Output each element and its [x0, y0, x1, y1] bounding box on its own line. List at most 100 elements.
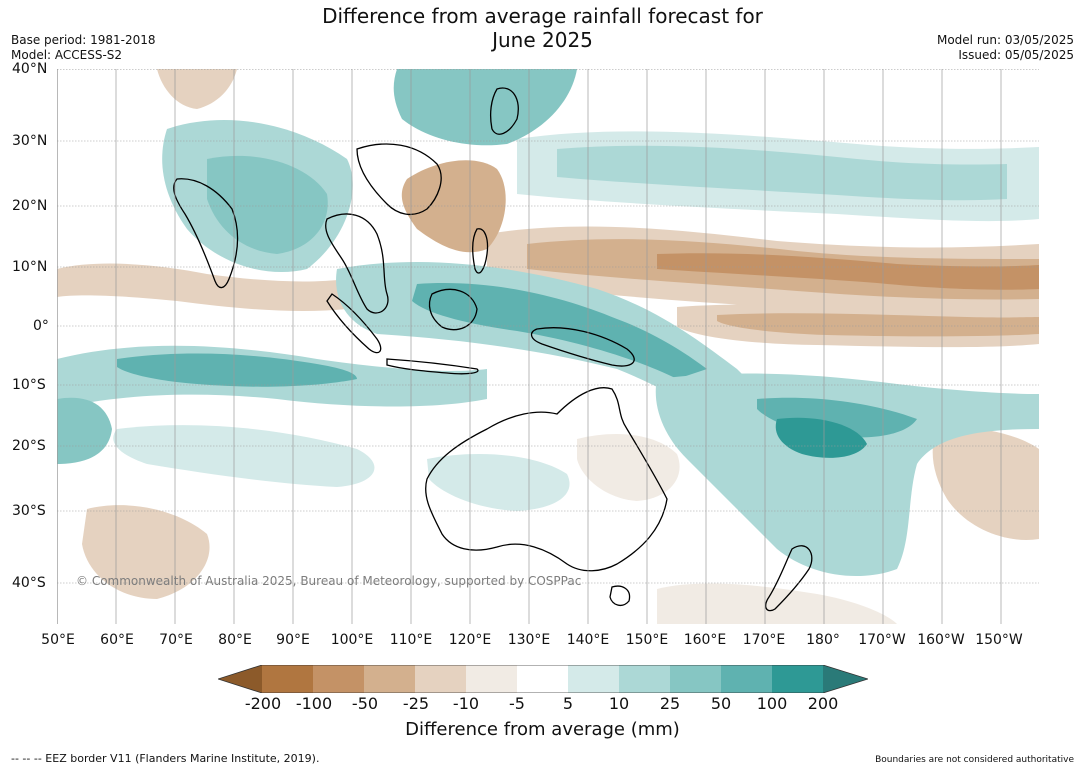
- wet-japan-korea: [393, 69, 577, 146]
- japan-coastline: [490, 87, 519, 135]
- base-period: Base period: 1981-2018: [11, 33, 156, 47]
- lon-label-160e: 160°E: [683, 632, 727, 648]
- colorbar-bin-dry-50: [364, 665, 415, 693]
- colorbar-bin-dry-200: [262, 665, 313, 693]
- lat-label-equator: 0°: [33, 318, 49, 334]
- colorbar-wet-extreme: [823, 665, 868, 693]
- lat-label-20s: 20°S: [12, 438, 46, 454]
- colorbar-bin-wet-25: [670, 665, 721, 693]
- dry-southern-ocean-west: [82, 505, 210, 599]
- colorbar-bin-wet-50: [721, 665, 772, 693]
- dry-indian-ocean: [57, 263, 347, 312]
- dry-south-pacific-east: [932, 427, 1039, 540]
- colorbar-label-10: 10: [608, 694, 630, 713]
- tasmania-coastline: [609, 585, 631, 607]
- lon-label-50e: 50°E: [41, 632, 75, 648]
- lon-label-100e: 100°E: [330, 632, 374, 648]
- new-zealand-coastline: [765, 545, 813, 612]
- borneo-coastline: [428, 288, 478, 331]
- map-title: Difference from average rainfall forecas…: [0, 4, 1085, 52]
- wet-south-pacific: [655, 373, 1039, 577]
- wet-core-coral-sea: [775, 417, 867, 458]
- lon-label-60e: 60°E: [100, 632, 134, 648]
- dry-core-equatorial-pacific: [717, 313, 1039, 337]
- southeast-asia-coastline: [325, 213, 389, 314]
- rainfall-map: [57, 69, 1039, 624]
- model-run: Model run: 03/05/2025: [936, 33, 1074, 47]
- meridians: [57, 69, 1002, 624]
- lat-label-40n: 40°N: [12, 61, 48, 77]
- meta-left: Base period: 1981-2018 Model: ACCESS-S2: [11, 33, 156, 63]
- colorbar-label-m25: -25: [402, 694, 430, 713]
- dry-anomaly-regions: [57, 69, 1039, 624]
- dry-strong-north-pacific: [657, 253, 1039, 290]
- issued-date: Issued: 05/05/2025: [958, 48, 1074, 62]
- lon-label-170w: 170°W: [858, 632, 906, 648]
- coastlines: [173, 87, 813, 612]
- lat-label-10s: 10°S: [12, 377, 46, 393]
- model-name: Model: ACCESS-S2: [11, 48, 123, 62]
- wet-west-indian-edge: [57, 397, 112, 464]
- lon-label-90e: 90°E: [276, 632, 310, 648]
- lat-label-20n: 20°N: [12, 198, 48, 214]
- lon-label-120e: 120°E: [448, 632, 492, 648]
- meta-right: Model run: 03/05/2025 Issued: 05/05/2025: [937, 33, 1074, 63]
- colorbar-bin-dry-100: [313, 665, 364, 693]
- lon-label-150w: 150°W: [975, 632, 1023, 648]
- lon-label-110e: 110°E: [389, 632, 433, 648]
- title-line-1: Difference from average rainfall forecas…: [322, 4, 763, 28]
- wet-southern-indian-ocean: [113, 425, 375, 487]
- lat-label-10n: 10°N: [12, 259, 48, 275]
- lon-label-180: 180°: [806, 632, 840, 648]
- eez-border-note: -- -- -- EEZ border V11 (Flanders Marine…: [11, 752, 320, 765]
- lon-label-140e: 140°E: [566, 632, 610, 648]
- lon-label-130e: 130°E: [507, 632, 551, 648]
- philippines-coastline: [471, 228, 489, 274]
- lat-label-30n: 30°N: [12, 133, 48, 149]
- wet-core-indian-ocean: [117, 353, 357, 387]
- wet-anomaly-regions: [57, 69, 1039, 577]
- china-coastline: [356, 143, 442, 216]
- colorbar-label-200: 200: [807, 694, 839, 713]
- colorbar-bin-neutral: [517, 665, 568, 693]
- colorbar-title: Difference from average (mm): [405, 719, 680, 740]
- lon-label-160w: 160°W: [917, 632, 965, 648]
- new-guinea-coastline: [530, 327, 635, 367]
- lon-label-170e: 170°E: [742, 632, 786, 648]
- colorbar-label-5: 5: [562, 694, 574, 713]
- colorbar-label-m10: -10: [452, 694, 480, 713]
- title-line-2: June 2025: [492, 28, 593, 52]
- map-canvas: [57, 69, 1039, 624]
- colorbar-label-25: 25: [659, 694, 681, 713]
- colorbar-label-50: 50: [710, 694, 732, 713]
- lat-label-40s: 40°S: [12, 575, 46, 591]
- colorbar-label-m200: -200: [244, 694, 282, 713]
- colorbar: [216, 664, 870, 694]
- india-coastline: [173, 178, 239, 289]
- lon-label-150e: 150°E: [625, 632, 669, 648]
- colorbar-dry-extreme: [218, 665, 262, 693]
- colorbar-label-100: 100: [756, 694, 788, 713]
- lon-label-70e: 70°E: [159, 632, 193, 648]
- boundary-disclaimer: Boundaries are not considered authoritat…: [875, 755, 1074, 765]
- lat-label-30s: 30°S: [12, 503, 46, 519]
- colorbar-bin-dry-10: [466, 665, 517, 693]
- sumatra-coastline: [326, 293, 382, 354]
- dry-tibet: [157, 69, 237, 109]
- colorbar-bin-dry-25: [415, 665, 466, 693]
- colorbar-label-m50: -50: [351, 694, 379, 713]
- copyright-notice: © Commonwealth of Australia 2025, Bureau…: [76, 574, 582, 588]
- wet-core-north-pacific: [557, 145, 1007, 201]
- colorbar-svg: [216, 664, 870, 694]
- wet-western-australia: [427, 454, 570, 511]
- colorbar-bin-wet-10: [619, 665, 670, 693]
- dry-tasman: [657, 583, 897, 624]
- colorbar-bin-wet-5: [568, 665, 619, 693]
- colorbar-label-m100: -100: [295, 694, 333, 713]
- australia-coastline: [425, 387, 668, 572]
- dry-australia-east: [577, 434, 680, 501]
- colorbar-bin-wet-100: [772, 665, 823, 693]
- lon-label-80e: 80°E: [218, 632, 252, 648]
- colorbar-label-m5: -5: [509, 694, 525, 713]
- java-coastline: [386, 358, 479, 375]
